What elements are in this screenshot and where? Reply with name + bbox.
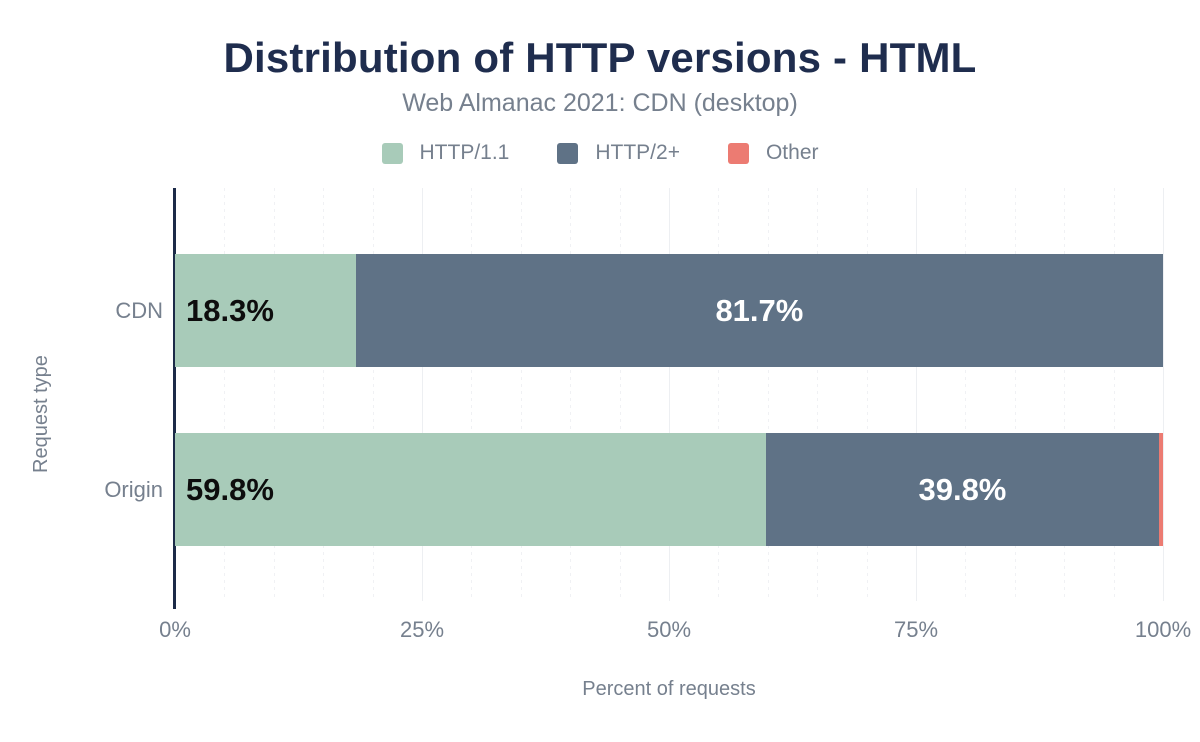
x-axis-ticks: 0% 25% 50% 75% 100%: [159, 617, 1191, 643]
bar-segment-http-2-: 39.8%: [765, 433, 1160, 546]
legend: HTTP/1.1 HTTP/2+ Other: [0, 141, 1200, 165]
gridline: [323, 188, 325, 601]
legend-swatch-icon: [381, 142, 403, 164]
legend-item: Other: [727, 141, 819, 165]
legend-label: HTTP/2+: [595, 141, 680, 164]
x-tick-50: 50%: [646, 617, 692, 642]
x-tick-75: 75%: [893, 617, 939, 642]
gridline: [718, 188, 720, 601]
x-tick-0: 0%: [159, 617, 191, 642]
legend-label: HTTP/1.1: [419, 141, 510, 164]
x-tick-25: 25%: [399, 617, 445, 642]
legend-swatch-icon: [557, 142, 579, 164]
gridline: [866, 188, 868, 601]
bar-segment-http-1-1: 59.8%: [175, 433, 766, 546]
legend-item: HTTP/2+: [557, 141, 680, 165]
gridline: [965, 188, 967, 601]
x-axis-title: Percent of requests: [582, 678, 756, 700]
category-label-cdn: CDN: [115, 297, 163, 323]
bar-segment-other: [1159, 433, 1163, 546]
gridline: [767, 188, 769, 601]
gridline: [570, 188, 572, 601]
y-category-labels: CDN Origin: [0, 188, 163, 608]
bar-segment-http-2-: 81.7%: [355, 254, 1163, 367]
bar-segment-http-1-1: 18.3%: [175, 254, 356, 367]
gridline: [224, 188, 226, 601]
chart-subtitle: Web Almanac 2021: CDN (desktop): [402, 89, 798, 117]
gridline: [619, 188, 621, 601]
gridline: [669, 188, 670, 601]
x-tick-100: 100%: [1134, 617, 1192, 642]
gridline: [273, 188, 275, 601]
gridline: [916, 188, 917, 601]
legend-item: HTTP/1.1: [381, 141, 510, 165]
bar-row-origin: 59.8% 39.8%: [175, 433, 1163, 546]
bar-value-label: 81.7%: [715, 292, 804, 328]
gridline: [422, 188, 423, 601]
chart-title: Distribution of HTTP versions - HTML: [223, 34, 977, 81]
gridline: [817, 188, 819, 601]
y-axis-title: Request type: [30, 355, 52, 473]
gridline: [1163, 188, 1164, 601]
bar-value-label: 18.3%: [186, 292, 274, 328]
category-label-origin: Origin: [104, 476, 163, 502]
plot-area: 18.3% 81.7% 59.8% 39.8%: [173, 188, 1164, 609]
gridline: [471, 188, 473, 601]
bar-value-label: 59.8%: [186, 471, 274, 507]
gridline: [372, 188, 374, 601]
gridline: [1113, 188, 1115, 601]
bar-value-label: 39.8%: [918, 471, 1007, 507]
gridline: [520, 188, 522, 601]
legend-label: Other: [765, 141, 819, 164]
legend-swatch-icon: [727, 142, 749, 164]
gridline: [1014, 188, 1016, 601]
y-axis-line: [173, 188, 176, 609]
bar-row-cdn: 18.3% 81.7%: [175, 254, 1163, 367]
gridline: [1064, 188, 1066, 601]
